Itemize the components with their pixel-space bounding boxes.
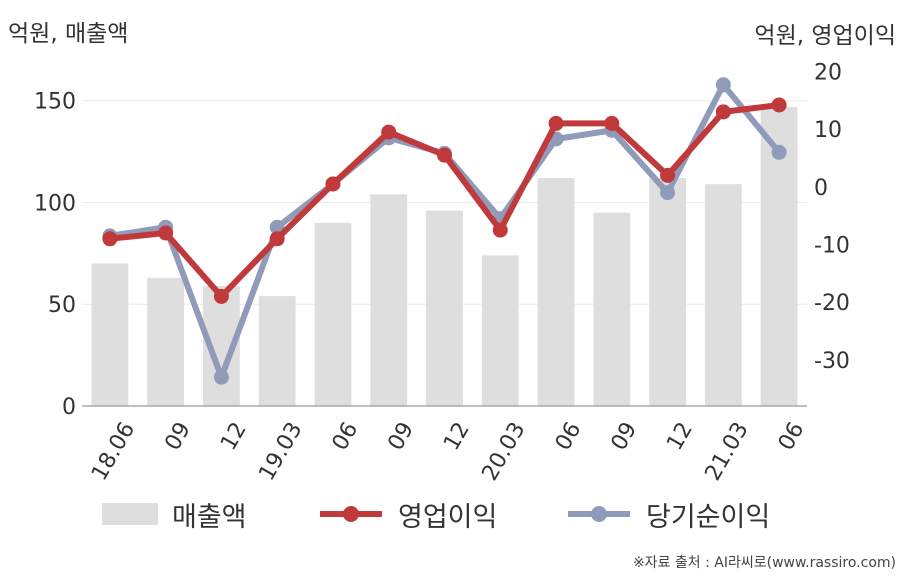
left-tick-label: 0 (62, 395, 76, 420)
right-tick-label: -20 (814, 291, 850, 316)
data-point (660, 185, 676, 201)
data-point (213, 369, 229, 385)
left-tick-label: 50 (48, 293, 76, 318)
bar (649, 178, 686, 406)
left-axis-title: 억원, 매출액 (8, 21, 129, 47)
data-point (715, 77, 731, 93)
data-point (771, 144, 787, 160)
x-tick-label: 09 (160, 418, 196, 455)
bar (258, 296, 296, 406)
data-point (213, 288, 229, 304)
right-tick-label: 20 (814, 61, 842, 86)
data-point (437, 147, 452, 163)
data-point (548, 115, 564, 131)
bar (593, 212, 631, 406)
x-tick-label: 09 (607, 418, 643, 455)
bar (91, 263, 129, 406)
data-point (660, 167, 676, 183)
bar (426, 210, 463, 406)
x-tick-label: 12 (662, 418, 698, 455)
x-tick-label: 12 (216, 418, 252, 455)
bar (481, 255, 519, 406)
left-tick-label: 100 (34, 191, 76, 216)
bar (314, 222, 352, 406)
data-point (102, 231, 118, 247)
data-point (604, 115, 620, 131)
source-note: ※자료 출처 : AI라씨로(www.rassiro.com) (632, 555, 896, 571)
data-point (381, 124, 397, 140)
right-tick-label: 0 (814, 176, 828, 201)
right-tick-label: -30 (814, 349, 850, 374)
legend-operating-swatch (320, 506, 382, 522)
x-tick-label: 18.06 (87, 418, 140, 485)
right-tick-label: 10 (814, 118, 842, 143)
legend-sales: 매출액 (102, 492, 247, 536)
x-tick-label: 19.03 (254, 418, 307, 485)
x-tick-label: 09 (383, 418, 419, 455)
bar (370, 194, 408, 406)
data-point (492, 222, 508, 238)
x-tick-label: 12 (439, 418, 475, 455)
x-tick-label: 20.03 (477, 418, 530, 485)
data-point (269, 231, 285, 247)
bar (147, 277, 185, 406)
data-point (325, 176, 341, 192)
right-axis-title: 억원, 영업이익 (754, 23, 896, 49)
legend-net: 당기순이익 (566, 492, 770, 536)
legend-net-swatch (568, 506, 630, 522)
right-tick-label: -10 (814, 234, 850, 259)
x-tick-label: 06 (774, 418, 810, 455)
legend-sales-label: 매출액 (172, 501, 247, 533)
legend-operating-label: 영업이익 (398, 501, 498, 533)
x-tick-label: 06 (551, 418, 587, 455)
legend-sales-swatch (102, 503, 158, 525)
bar (537, 178, 575, 406)
legend-net-label: 당기순이익 (646, 501, 771, 533)
data-point (715, 104, 731, 120)
bar (704, 184, 742, 406)
data-point (771, 97, 787, 113)
data-point (158, 225, 174, 241)
left-tick-label: 150 (34, 90, 76, 115)
legend-operating: 영업이익 (318, 492, 497, 536)
x-tick-label: 06 (328, 418, 364, 455)
x-tick-label: 21.03 (701, 418, 754, 485)
